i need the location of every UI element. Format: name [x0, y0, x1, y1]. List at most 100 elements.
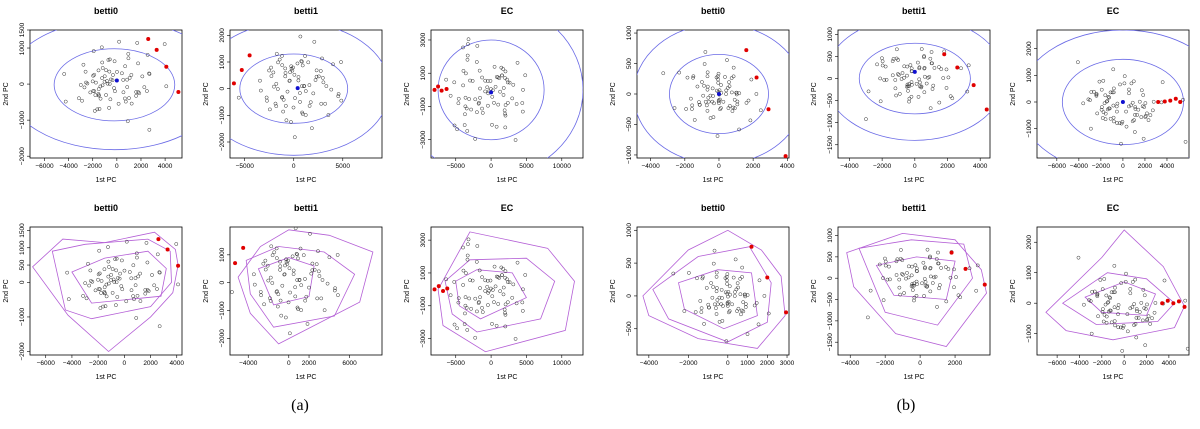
data-point — [928, 56, 933, 61]
x-tick-label: −2000 — [1093, 360, 1112, 367]
data-point — [719, 302, 724, 307]
data-point — [1102, 101, 1107, 106]
x-tick-label: 2000 — [948, 360, 963, 367]
data-point — [115, 70, 119, 74]
data-point — [102, 291, 107, 296]
data-point — [464, 71, 468, 76]
y-tick-label: −1000 — [219, 106, 226, 125]
y-tick-label: 1000 — [19, 240, 26, 255]
x-axis-label: 1st PC — [702, 177, 723, 184]
data-point — [724, 339, 729, 344]
data-point — [137, 91, 142, 96]
y-tick-label: −2000 — [219, 329, 226, 348]
data-point — [697, 102, 702, 107]
data-point — [268, 299, 273, 303]
y-tick-label: −500 — [626, 321, 633, 336]
data-point — [329, 87, 334, 92]
data-point — [1092, 89, 1096, 94]
data-point — [914, 279, 919, 284]
data-point — [1124, 124, 1129, 129]
data-point — [312, 268, 317, 272]
data-point — [106, 259, 111, 264]
data-point — [936, 250, 940, 255]
data-point — [928, 274, 933, 279]
data-point — [452, 123, 457, 128]
x-tick-label: 2000 — [134, 163, 149, 170]
data-point — [280, 53, 284, 58]
data-point — [905, 73, 909, 78]
plot-area — [846, 232, 987, 347]
data-point — [483, 289, 488, 293]
data-point — [100, 76, 104, 80]
data-point — [80, 98, 84, 103]
data-point — [883, 263, 888, 268]
data-point — [83, 281, 88, 285]
x-tick-label: 4000 — [1160, 163, 1175, 170]
data-point — [142, 85, 147, 90]
data-point — [1115, 121, 1119, 125]
x-tick-label: −2000 — [89, 360, 108, 367]
data-point — [283, 263, 287, 268]
data-point — [1134, 315, 1139, 320]
data-point — [463, 295, 468, 299]
data-point — [461, 83, 465, 88]
data-point — [272, 250, 277, 255]
data-point — [967, 266, 972, 271]
outlier-point — [971, 83, 976, 88]
data-point — [1109, 320, 1114, 325]
data-point — [1103, 302, 1108, 307]
data-point — [291, 105, 296, 110]
data-point — [1082, 302, 1086, 307]
data-point — [275, 304, 280, 309]
x-tick-label: 2000 — [1139, 360, 1154, 367]
data-point — [275, 87, 280, 91]
data-point — [735, 102, 740, 107]
data-point — [157, 270, 162, 275]
data-point — [121, 78, 126, 82]
outlier-point — [241, 245, 246, 250]
data-point — [298, 34, 303, 39]
data-point — [503, 103, 508, 107]
outlier-point — [247, 53, 252, 58]
x-axis-label: 1st PC — [1102, 177, 1123, 184]
y-tick-label: −1000 — [219, 301, 226, 320]
data-point — [104, 93, 108, 97]
data-point — [303, 113, 308, 117]
data-point — [135, 293, 140, 298]
data-point — [884, 77, 889, 82]
data-point — [290, 68, 295, 73]
data-point — [1127, 87, 1131, 92]
data-point — [96, 87, 101, 92]
data-point — [475, 44, 480, 48]
data-point — [866, 315, 870, 320]
data-point — [910, 288, 915, 292]
data-point — [939, 67, 944, 71]
data-point — [744, 101, 749, 105]
data-point — [1129, 103, 1133, 108]
data-point — [908, 63, 913, 67]
data-point — [741, 300, 746, 305]
data-point — [496, 75, 500, 80]
outlier-point — [749, 244, 754, 249]
data-point — [671, 271, 676, 276]
data-point — [492, 64, 497, 69]
data-point — [958, 295, 963, 300]
data-point — [702, 83, 706, 88]
data-point — [712, 302, 717, 307]
data-point — [505, 300, 510, 305]
data-point — [107, 57, 112, 62]
data-point — [698, 299, 703, 303]
data-point — [966, 63, 971, 68]
data-point — [461, 68, 466, 73]
data-point — [708, 116, 713, 120]
data-point — [107, 106, 111, 110]
data-point — [140, 74, 145, 79]
data-point — [287, 78, 292, 83]
contour-ellipse — [1037, 30, 1189, 158]
x-axis-label: 1st PC — [496, 177, 517, 184]
data-point — [452, 322, 457, 327]
data-point — [114, 303, 118, 308]
panel-hull-4: betti0 −4000 −2000 0 1000 2000 3000 −500 0 500 100… — [610, 203, 795, 381]
data-point — [138, 299, 143, 303]
data-point — [314, 74, 319, 79]
